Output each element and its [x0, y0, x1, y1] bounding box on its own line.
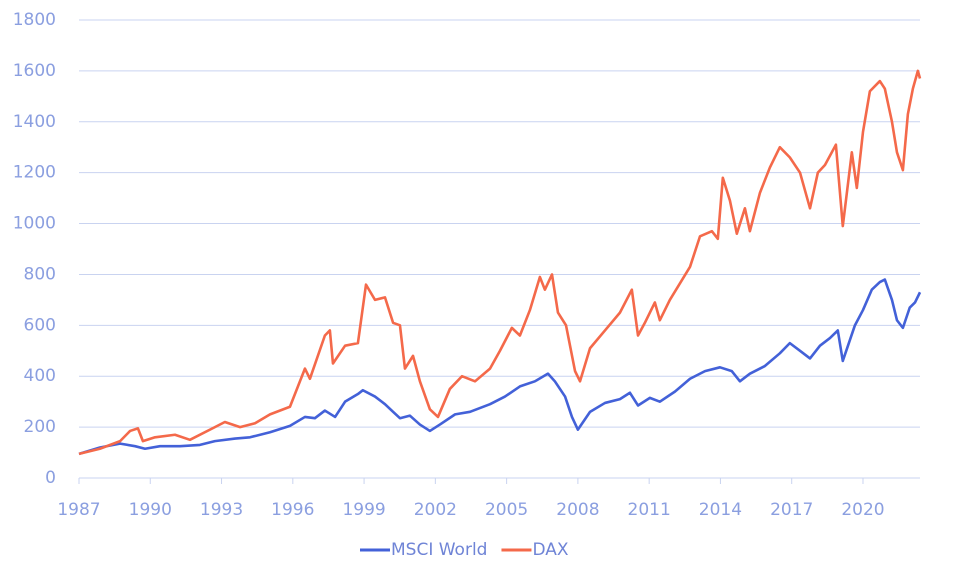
- y-tick-label: 1200: [13, 163, 56, 183]
- y-tick-label: 400: [24, 366, 56, 386]
- x-tick-label: 2020: [841, 500, 884, 520]
- x-tick-label: 2014: [699, 500, 742, 520]
- series-line: [78, 69, 922, 456]
- x-tick-label: 1999: [342, 500, 385, 520]
- y-tick-label: 0: [45, 468, 56, 488]
- y-tick-label: 1800: [13, 10, 56, 30]
- x-tick-label: 1993: [200, 500, 243, 520]
- x-tick-label: 1996: [271, 500, 314, 520]
- y-tick-label: 200: [24, 417, 56, 437]
- y-tick-label: 600: [24, 315, 56, 335]
- x-tick-label: 1987: [57, 500, 100, 520]
- x-tick-label: 2008: [556, 500, 599, 520]
- legend-label: DAX: [532, 540, 568, 560]
- legend-label: MSCI World: [391, 540, 487, 560]
- y-tick-label: 1000: [13, 214, 56, 234]
- x-tick-label: 1990: [129, 500, 172, 520]
- y-tick-label: 800: [24, 264, 56, 284]
- x-tick-label: 2017: [770, 500, 813, 520]
- x-tick-label: 2005: [485, 500, 528, 520]
- series-line: [78, 278, 922, 456]
- x-tick-label: 2011: [628, 500, 671, 520]
- y-tick-label: 1600: [13, 61, 56, 81]
- y-tick-label: 1400: [13, 112, 56, 132]
- x-tick-label: 2002: [414, 500, 457, 520]
